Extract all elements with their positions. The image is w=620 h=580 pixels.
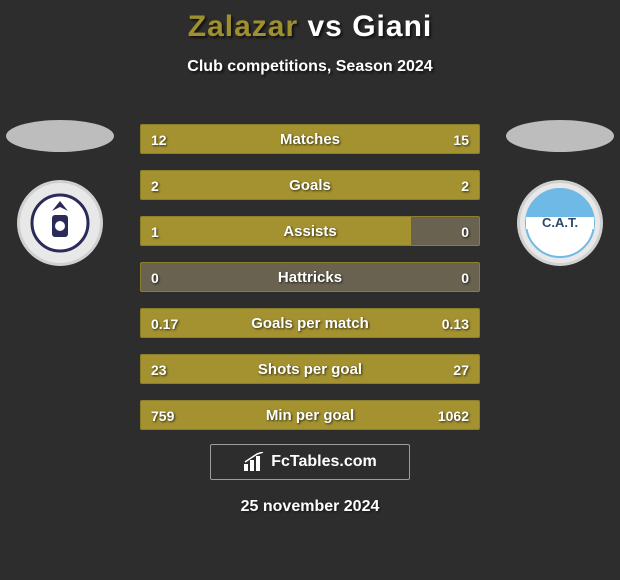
- bar-value-left: 0.17: [141, 309, 188, 338]
- comparison-infographic: Zalazar vs Giani Club competitions, Seas…: [0, 0, 620, 580]
- svg-text:C.A.T.: C.A.T.: [542, 215, 578, 230]
- bar-value-right: 27: [443, 355, 479, 384]
- right-player-ellipse: [506, 120, 614, 152]
- player1-name: Zalazar: [188, 10, 298, 43]
- brand-chart-icon: [243, 452, 265, 472]
- player2-name: Giani: [352, 10, 432, 43]
- bar-value-left: 23: [141, 355, 177, 384]
- bar-row: Min per goal7591062: [140, 400, 480, 430]
- right-badge-icon: C.A.T.: [524, 187, 596, 259]
- title: Zalazar vs Giani: [0, 0, 620, 44]
- bar-value-left: 12: [141, 125, 177, 154]
- comparison-bars: Matches1215Goals22Assists10Hattricks00Go…: [140, 124, 480, 446]
- date-text: 25 november 2024: [0, 498, 620, 516]
- bar-value-right: 1062: [428, 401, 479, 430]
- bar-label: Shots per goal: [141, 355, 479, 384]
- bar-row: Assists1 0: [140, 216, 480, 246]
- left-side: [6, 120, 114, 266]
- bar-label: Hattricks: [141, 263, 479, 292]
- bar-value-left: 0: [141, 263, 169, 292]
- vs-text: vs: [308, 10, 343, 43]
- bar-row: Goals2 2: [140, 170, 480, 200]
- right-team-badge: C.A.T.: [517, 180, 603, 266]
- bar-value-left: 2: [141, 171, 169, 200]
- bar-row: Shots per goal23 27: [140, 354, 480, 384]
- bar-value-right: 0: [451, 263, 479, 292]
- bar-row: Hattricks0 0: [140, 262, 480, 292]
- bar-label: Assists: [141, 217, 479, 246]
- bar-label: Matches: [141, 125, 479, 154]
- right-side: C.A.T.: [506, 120, 614, 266]
- bar-value-left: 759: [141, 401, 184, 430]
- brand-text: FcTables.com: [271, 453, 377, 471]
- bar-value-right: 0.13: [432, 309, 479, 338]
- brand-box: FcTables.com: [210, 444, 410, 480]
- bar-label: Goals: [141, 171, 479, 200]
- left-badge-icon: [30, 193, 90, 253]
- subtitle: Club competitions, Season 2024: [0, 58, 620, 76]
- bar-row: Goals per match0.17 0.13: [140, 308, 480, 338]
- bar-value-right: 2: [451, 171, 479, 200]
- bar-value-left: 1: [141, 217, 169, 246]
- bar-value-right: 15: [443, 125, 479, 154]
- bar-row: Matches12 15: [140, 124, 480, 154]
- left-team-badge: [17, 180, 103, 266]
- bar-label: Goals per match: [141, 309, 479, 338]
- bar-value-right: 0: [451, 217, 479, 246]
- left-player-ellipse: [6, 120, 114, 152]
